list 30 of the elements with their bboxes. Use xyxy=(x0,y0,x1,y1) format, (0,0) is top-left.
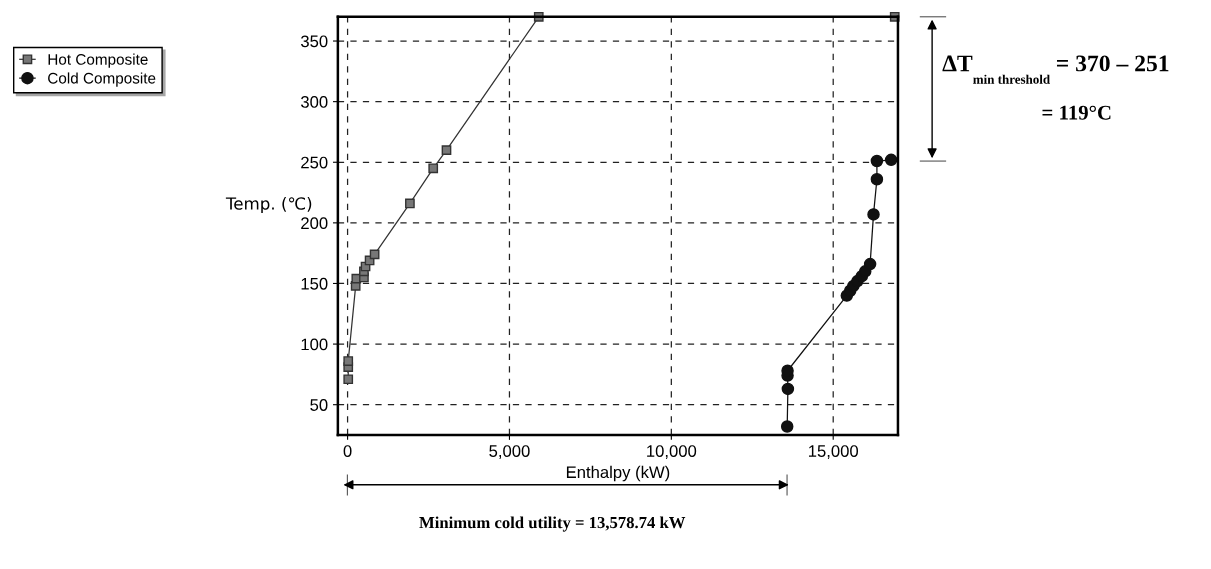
point xyxy=(428,163,439,174)
x-axis-title: Enthalpy (kW) xyxy=(566,465,670,482)
text: = 119°C xyxy=(1042,105,1111,120)
point xyxy=(870,172,884,186)
x-tick-label: 5,000 xyxy=(489,445,530,459)
point xyxy=(781,382,795,396)
point xyxy=(780,420,794,433)
y-tick-label: 200 xyxy=(301,217,328,230)
legend-label: Cold Composite xyxy=(48,72,156,87)
y-tick-label: 150 xyxy=(301,277,328,290)
point xyxy=(863,257,877,271)
text: ΔTmin threshold = 370 – 251 xyxy=(942,55,1169,84)
y-tick-label: 100 xyxy=(301,338,328,351)
x-tick-label: 15,000 xyxy=(808,445,859,459)
y-axis-title: Temp. (℃) xyxy=(225,196,312,214)
point xyxy=(867,208,880,221)
y-tick-label: 300 xyxy=(300,96,328,108)
point xyxy=(870,154,884,168)
point xyxy=(441,145,452,155)
y-tick-label: 350 xyxy=(300,35,328,48)
x-tick-label: 0 xyxy=(343,445,352,457)
x-tick-label: 10,000 xyxy=(647,445,697,459)
point xyxy=(343,374,354,385)
y-tick-label: 250 xyxy=(301,156,328,169)
text: Minimum cold utility = 13,578.74 kW xyxy=(419,516,686,532)
legend-label: Hot Composite xyxy=(48,53,148,68)
point xyxy=(884,153,898,167)
y-tick-label: 50 xyxy=(310,399,328,411)
point xyxy=(405,198,415,209)
point xyxy=(343,356,354,366)
